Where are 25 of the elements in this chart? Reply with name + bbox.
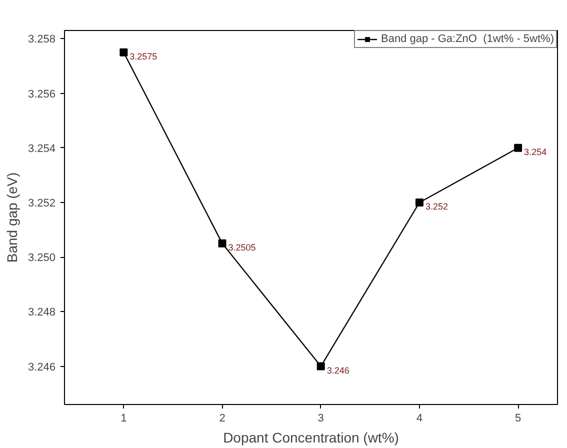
y-axis-title: Band gap (eV) bbox=[4, 172, 20, 263]
x-tick-label: 1 bbox=[120, 412, 127, 424]
y-tick-label: 3.246 bbox=[28, 361, 56, 374]
data-label: 3.252 bbox=[425, 201, 448, 212]
y-tick-label: 3.256 bbox=[28, 88, 56, 100]
data-label: 3.2575 bbox=[130, 51, 158, 62]
x-tick-label: 2 bbox=[219, 412, 226, 424]
legend-label: Band gap - Ga:ZnO (1wt% - 5wt%) bbox=[380, 33, 554, 45]
y-tick-label: 3.250 bbox=[28, 252, 56, 264]
y-tick-label: 3.258 bbox=[28, 34, 56, 46]
y-tick-label: 3.248 bbox=[28, 306, 56, 319]
point bbox=[316, 362, 325, 370]
y-tick-label: 3.254 bbox=[28, 142, 56, 155]
data-label: 3.254 bbox=[524, 146, 547, 157]
x-tick-label: 5 bbox=[515, 412, 522, 424]
data-label: 3.246 bbox=[326, 365, 350, 376]
x-tick-label: 4 bbox=[416, 412, 423, 424]
x-axis-title: Dopant Concentration (wt%) bbox=[223, 430, 399, 446]
x-tick-label: 3 bbox=[318, 412, 324, 424]
point bbox=[514, 144, 522, 152]
data-label: 3.2505 bbox=[228, 242, 256, 252]
y-tick-label: 3.252 bbox=[28, 197, 56, 210]
point bbox=[415, 198, 424, 206]
point bbox=[218, 239, 226, 248]
point bbox=[120, 48, 128, 56]
